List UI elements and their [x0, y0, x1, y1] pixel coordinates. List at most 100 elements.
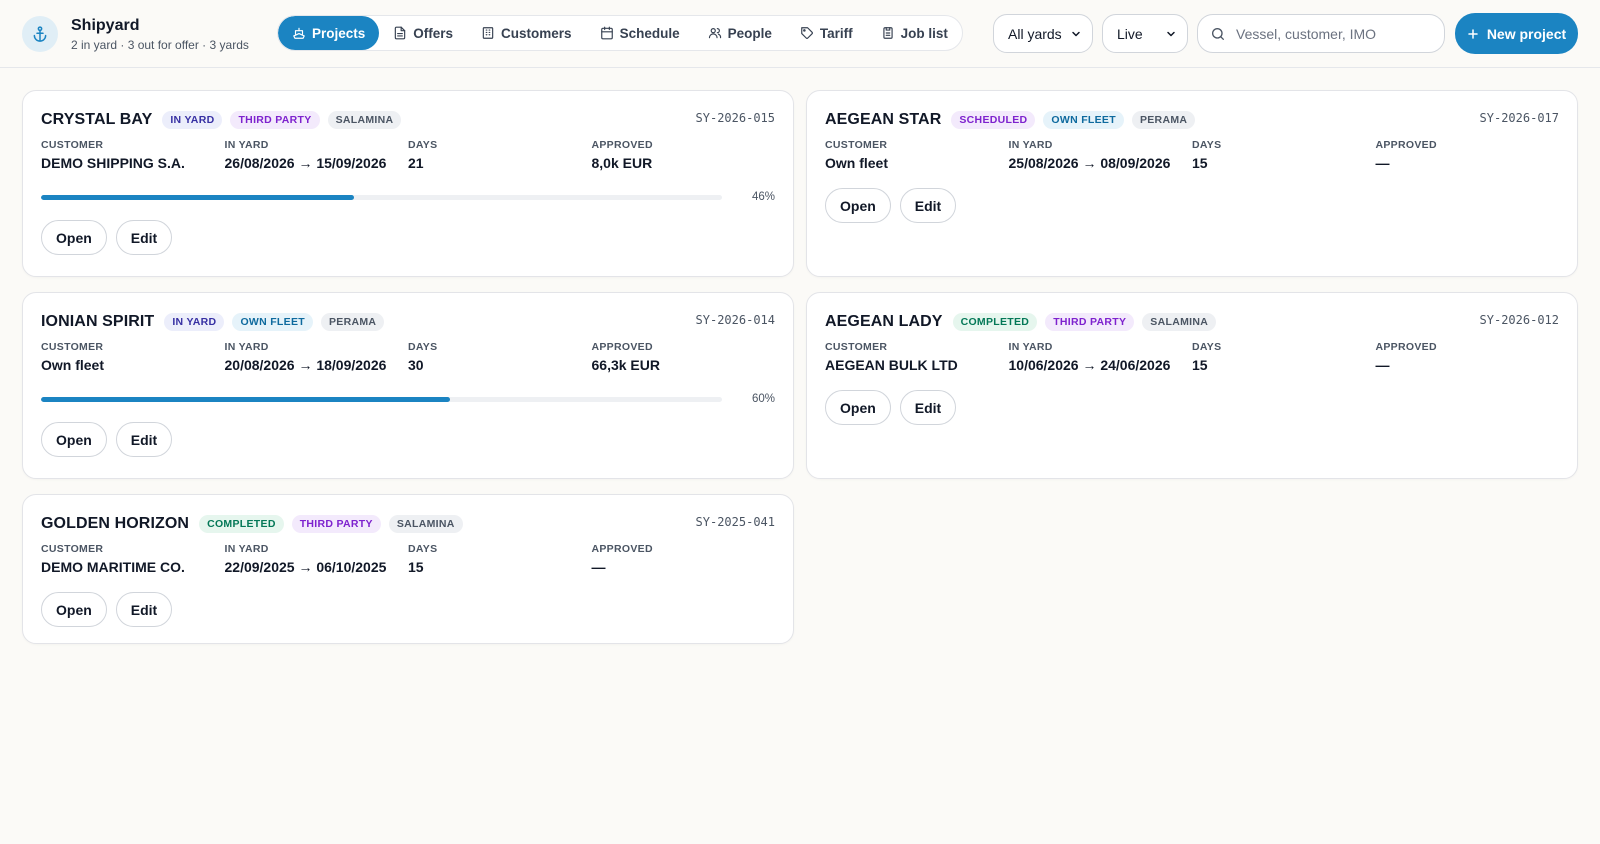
- tab-job-list[interactable]: Job list: [867, 16, 962, 50]
- days-value: 15: [1192, 155, 1208, 171]
- open-button[interactable]: Open: [825, 188, 891, 223]
- progress-fill: [41, 194, 355, 200]
- tab-tariff-label: Tariff: [819, 25, 853, 41]
- status-badge: SCHEDULED: [951, 111, 1036, 129]
- yard-badge: SALAMINA: [327, 111, 402, 129]
- project-fields: CUSTOMER Own fleet IN YARD 25/08/2026 → …: [825, 138, 1559, 172]
- status-filter-select[interactable]: Live: [1102, 14, 1188, 53]
- status-filter-value: Live: [1117, 25, 1143, 42]
- party-badge: THIRD PARTY: [291, 515, 381, 533]
- anchor-icon[interactable]: [22, 16, 58, 52]
- in-yard-field: IN YARD 10/06/2026 → 24/06/2026: [1009, 340, 1193, 374]
- approved-value: 66,3k EUR: [591, 357, 660, 373]
- top-bar: Shipyard 2 in yard · 3 out for offer · 3…: [0, 0, 1600, 68]
- in-yard-field: IN YARD 20/08/2026 → 18/09/2026: [225, 340, 409, 374]
- approved-label: APPROVED: [591, 139, 653, 151]
- open-button[interactable]: Open: [41, 592, 107, 627]
- search-icon: [1212, 27, 1224, 40]
- project-card: GOLDEN HORIZON COMPLETED THIRD PARTY SAL…: [22, 494, 794, 644]
- edit-button[interactable]: Edit: [899, 188, 957, 223]
- days-field: DAYS 15: [1192, 340, 1376, 374]
- in-yard-value: 25/08/2026 → 08/09/2026: [1008, 155, 1171, 171]
- tab-offers-label: Offers: [413, 25, 454, 41]
- open-button[interactable]: Open: [41, 220, 107, 255]
- customer-label: CUSTOMER: [825, 341, 888, 353]
- progress-track: [41, 396, 722, 402]
- project-fields: CUSTOMER DEMO SHIPPING S.A. IN YARD 26/0…: [41, 138, 775, 172]
- project-code: SY-2026-012: [1479, 313, 1559, 327]
- progress-track: [41, 194, 722, 200]
- status-badge: IN YARD: [164, 313, 225, 331]
- days-label: DAYS: [1192, 139, 1222, 151]
- tab-offers[interactable]: Offers: [379, 16, 467, 50]
- new-project-button[interactable]: New project: [1455, 13, 1578, 54]
- in-yard-field: IN YARD 22/09/2025 → 06/10/2025: [225, 542, 409, 576]
- vessel-name: GOLDEN HORIZON: [41, 515, 190, 532]
- party-badge: OWN FLEET: [232, 313, 313, 331]
- building-icon: [482, 27, 494, 39]
- tab-schedule[interactable]: Schedule: [586, 16, 694, 50]
- project-card: AEGEAN LADY COMPLETED THIRD PARTY SALAMI…: [806, 292, 1578, 479]
- yard-filter-select[interactable]: All yards: [993, 14, 1093, 53]
- document-icon: [395, 26, 406, 40]
- customer-field: CUSTOMER DEMO MARITIME CO.: [41, 542, 225, 576]
- approved-field: APPROVED 8,0k EUR: [592, 138, 776, 172]
- project-card: CRYSTAL BAY IN YARD THIRD PARTY SALAMINA…: [22, 90, 794, 277]
- progress-percent: 60%: [751, 393, 775, 405]
- approved-label: APPROVED: [591, 341, 653, 353]
- approved-value: —: [1375, 357, 1390, 373]
- vessel-name: CRYSTAL BAY: [41, 111, 153, 128]
- status-badge: COMPLETED: [199, 515, 284, 533]
- tab-projects[interactable]: Projects: [278, 16, 380, 50]
- project-code: SY-2026-017: [1479, 111, 1559, 125]
- card-actions: Open Edit: [41, 422, 775, 457]
- search-input[interactable]: [1236, 25, 1426, 42]
- customer-label: CUSTOMER: [41, 543, 104, 555]
- tab-customers[interactable]: Customers: [467, 16, 586, 50]
- tab-projects-label: Projects: [312, 25, 366, 41]
- tag-icon: [801, 27, 813, 39]
- open-button[interactable]: Open: [41, 422, 107, 457]
- edit-button[interactable]: Edit: [115, 220, 173, 255]
- approved-value: —: [1375, 155, 1390, 171]
- customer-field: CUSTOMER Own fleet: [41, 340, 225, 374]
- search-box: [1197, 14, 1445, 53]
- approved-field: APPROVED —: [1376, 138, 1560, 172]
- in-yard-field: IN YARD 26/08/2026 → 15/09/2026: [225, 138, 409, 172]
- yard-badge: PERAMA: [320, 313, 385, 331]
- tab-tariff[interactable]: Tariff: [786, 16, 867, 50]
- edit-button[interactable]: Edit: [115, 422, 173, 457]
- tab-customers-label: Customers: [501, 25, 572, 41]
- open-button[interactable]: Open: [825, 390, 891, 425]
- days-value: 30: [408, 357, 424, 373]
- approved-value: —: [591, 559, 606, 575]
- card-actions: Open Edit: [825, 188, 1559, 223]
- app-title: Shipyard: [71, 17, 140, 34]
- customer-value: Own fleet: [825, 155, 889, 171]
- approved-value: 8,0k EUR: [591, 155, 653, 171]
- project-card: IONIAN SPIRIT IN YARD OWN FLEET PERAMA S…: [22, 292, 794, 479]
- customer-label: CUSTOMER: [41, 341, 104, 353]
- chevron-down-icon: [1167, 31, 1175, 36]
- card-actions: Open Edit: [41, 220, 775, 255]
- progress-row: 60%: [41, 392, 775, 406]
- tab-people-label: People: [727, 25, 772, 41]
- customer-field: CUSTOMER AEGEAN BULK LTD: [825, 340, 1009, 374]
- progress-percent: 46%: [751, 191, 775, 203]
- days-label: DAYS: [408, 341, 438, 353]
- edit-button[interactable]: Edit: [899, 390, 957, 425]
- card-actions: Open Edit: [825, 390, 1559, 425]
- project-fields: CUSTOMER Own fleet IN YARD 20/08/2026 → …: [41, 340, 775, 374]
- clipboard-icon: [882, 27, 893, 39]
- approved-label: APPROVED: [1375, 341, 1437, 353]
- status-badge: IN YARD: [162, 111, 223, 129]
- project-fields: CUSTOMER AEGEAN BULK LTD IN YARD 10/06/2…: [825, 340, 1559, 374]
- tab-people[interactable]: People: [694, 16, 786, 50]
- days-field: DAYS 15: [408, 542, 592, 576]
- days-label: DAYS: [408, 543, 438, 555]
- days-value: 15: [1192, 357, 1208, 373]
- card-header: CRYSTAL BAY IN YARD THIRD PARTY SALAMINA: [41, 109, 775, 131]
- customer-field: CUSTOMER DEMO SHIPPING S.A.: [41, 138, 225, 172]
- project-card: AEGEAN STAR SCHEDULED OWN FLEET PERAMA S…: [806, 90, 1578, 277]
- edit-button[interactable]: Edit: [115, 592, 173, 627]
